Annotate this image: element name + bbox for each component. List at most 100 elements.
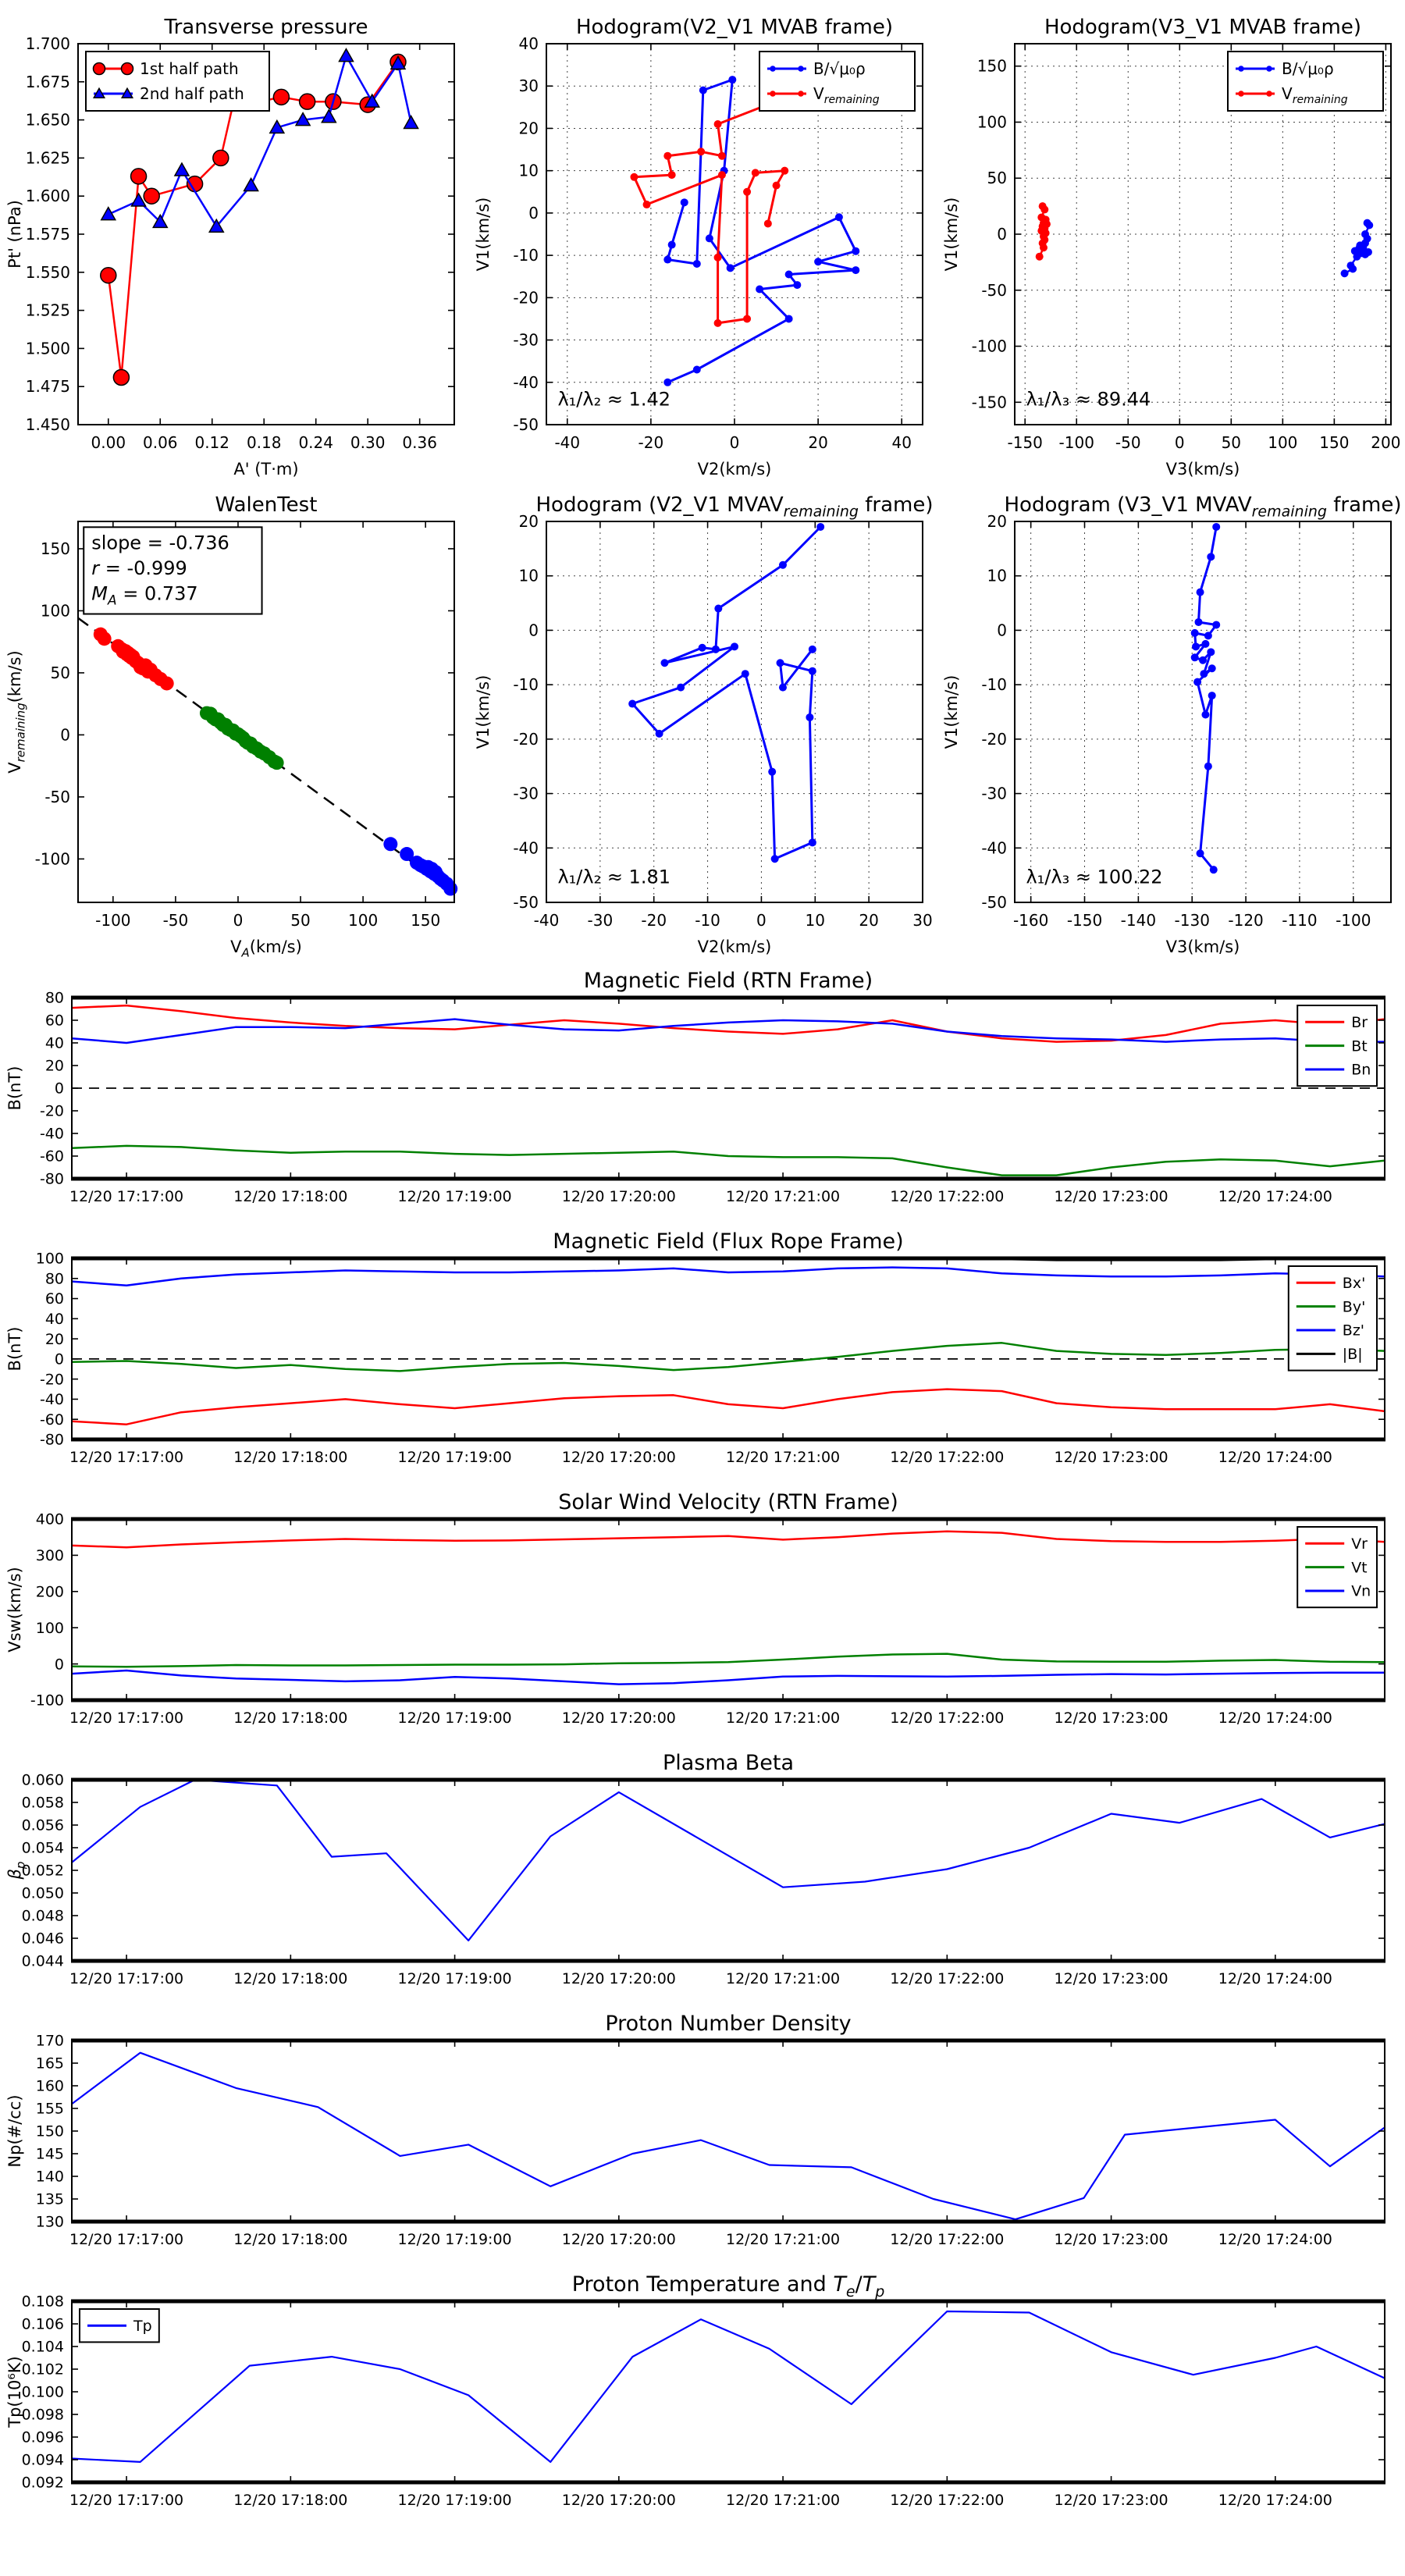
x-axis-label: V3(km/s) xyxy=(1166,938,1240,956)
marker-triangle xyxy=(151,213,169,229)
x-tick-label: 12/20 17:21:00 xyxy=(726,2231,840,2248)
x-tick-label: -130 xyxy=(1175,911,1210,930)
series-v-remaining xyxy=(630,76,810,327)
y-tick-label: 20 xyxy=(45,1058,64,1075)
series-vt xyxy=(71,1653,1385,1668)
annotation-lambda-ratio: λ₁/λ₂ ≈ 1.42 xyxy=(557,389,670,411)
series-last-interval xyxy=(383,837,458,896)
axes-frame xyxy=(1014,521,1392,903)
y-tick-label: -10 xyxy=(981,675,1007,694)
marker-dot xyxy=(1238,66,1244,72)
plot-panel-walen-test: -100 -50 0 50 100 150 -100 -50 0 50 100 150 WalenTes… xyxy=(0,486,468,963)
x-tick-label: 12/20 17:22:00 xyxy=(890,1970,1004,1987)
stats-line: MA = 0.737 xyxy=(91,583,197,609)
x-tick-label: 12/20 17:23:00 xyxy=(1055,1970,1168,1987)
legend-label-vr: Vr xyxy=(1351,1535,1368,1553)
x-tick-label: 12/20 17:24:00 xyxy=(1218,2231,1332,2248)
y-tick-label: -30 xyxy=(981,785,1007,803)
marker-dot xyxy=(1340,269,1349,278)
x-tick-label: 12/20 17:18:00 xyxy=(233,1449,347,1466)
x-tick-label: 0 xyxy=(233,911,244,930)
x-axis-label: A' (T·m) xyxy=(233,460,298,479)
marker-dot xyxy=(1196,849,1204,858)
marker-dot xyxy=(713,318,722,327)
y-tick-label: 0 xyxy=(55,1080,64,1098)
plot-panel-proton-density: 12/20 17:17:00 12/20 17:18:00 12/20 17:19:… xyxy=(0,2009,1405,2267)
y-tick-label: -40 xyxy=(40,1391,64,1408)
legend-label-b-mag: |B| xyxy=(1343,1346,1363,1363)
marker-dot xyxy=(768,767,777,776)
plot-hodogram-v3v1-mvav: -160 -150 -140 -130 -120 -110 -100-50-40-30-20… xyxy=(942,493,1402,956)
marker-dot xyxy=(770,91,776,97)
x-tick-label: 0.18 xyxy=(247,433,282,452)
plot-panel-hodogram-v3v1-mvav: -160 -150 -140 -130 -120 -110 -100 -50 -40 -30 -20… xyxy=(937,486,1405,963)
y-tick-label: 1.600 xyxy=(26,187,70,205)
x-tick-label: 200 xyxy=(1371,433,1400,452)
y-tick-label: 40 xyxy=(519,34,539,53)
series-bt xyxy=(71,1144,1385,1176)
marker-dot xyxy=(692,259,701,268)
marker-dot xyxy=(793,281,802,290)
hodogram-grid: 0.00 0.06 0.12 0.18 0.24 0.30 0.36 1.450 1.475 1.… xyxy=(0,8,1405,963)
y-tick-label: 0 xyxy=(55,1351,64,1368)
marker-triangle xyxy=(100,206,117,221)
marker-dot xyxy=(798,91,804,97)
stats-line: slope = -0.736 xyxy=(91,532,229,554)
y-axis-label: V1(km/s) xyxy=(474,197,493,272)
y-tick-label: 80 xyxy=(45,990,64,1007)
marker-dot xyxy=(1190,653,1199,662)
marker-dot xyxy=(770,66,776,72)
y-tick-label: 1.550 xyxy=(26,263,70,282)
plot-panel-transverse-pressure: 0.00 0.06 0.12 0.18 0.24 0.30 0.36 1.450 1.475 1.… xyxy=(0,8,468,486)
x-tick-label: 12/20 17:22:00 xyxy=(890,2492,1004,2509)
marker-circle xyxy=(100,266,117,284)
x-tick-label: 12/20 17:23:00 xyxy=(1055,1449,1168,1466)
marker-dot xyxy=(726,264,735,272)
x-tick-label: 12/20 17:23:00 xyxy=(1055,2492,1168,2509)
y-tick-label: 0.048 xyxy=(22,1908,64,1925)
x-tick-label: 12/20 17:20:00 xyxy=(562,1710,676,1727)
x-tick-label: -110 xyxy=(1282,911,1317,930)
y-tick-label: -150 xyxy=(972,393,1007,411)
marker-dot xyxy=(663,378,672,386)
y-tick-label: 170 xyxy=(36,2033,64,2050)
x-tick-label: 0 xyxy=(756,911,767,930)
x-tick-label: 12/20 17:17:00 xyxy=(69,2492,183,2509)
marker-dot xyxy=(714,604,723,613)
x-tick-label: 0 xyxy=(730,433,740,452)
x-tick-label: 0.00 xyxy=(91,433,126,452)
y-tick-label: -40 xyxy=(513,373,539,392)
plot-title: Solar Wind Velocity (RTN Frame) xyxy=(558,1490,898,1514)
y-tick-label: 155 xyxy=(36,2101,64,2118)
y-tick-label: -40 xyxy=(40,1126,64,1143)
y-tick-label: 300 xyxy=(36,1547,64,1564)
y-tick-label: -10 xyxy=(513,246,539,265)
y-tick-label: 0.096 xyxy=(22,2429,64,2446)
y-tick-label: 400 xyxy=(36,1511,64,1528)
marker-dot xyxy=(383,837,398,852)
y-axis-label: B(nT) xyxy=(5,1066,24,1111)
x-tick-label: 12/20 17:19:00 xyxy=(398,1970,512,1987)
x-tick-label: 12/20 17:23:00 xyxy=(1055,1710,1168,1727)
y-tick-label: -100 xyxy=(35,849,70,868)
legend: Tp xyxy=(79,2308,160,2343)
marker-dot xyxy=(1190,628,1199,637)
x-tick-label: 12/20 17:21:00 xyxy=(726,1970,840,1987)
x-tick-label: 100 xyxy=(348,911,378,930)
x-tick-label: 12/20 17:21:00 xyxy=(726,1188,840,1205)
x-tick-label: -30 xyxy=(588,911,614,930)
x-tick-label: 12/20 17:19:00 xyxy=(398,1710,512,1727)
marker-dot xyxy=(834,213,843,222)
legend-label-bt: Bt xyxy=(1351,1037,1367,1055)
marker-dot xyxy=(642,201,651,209)
y-tick-label: 0 xyxy=(55,1656,64,1673)
marker-dot xyxy=(1207,648,1215,656)
y-tick-label: 160 xyxy=(36,2078,64,2095)
marker-triangle xyxy=(294,112,311,126)
marker-dot xyxy=(1361,230,1369,238)
marker-dot xyxy=(1266,66,1272,72)
legend: Bx' By' Bz' |B| xyxy=(1287,1265,1378,1372)
marker-dot xyxy=(808,667,816,675)
marker-triangle xyxy=(173,162,190,176)
